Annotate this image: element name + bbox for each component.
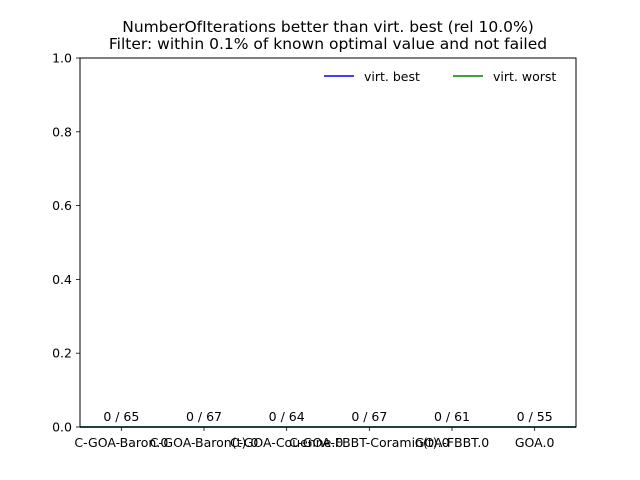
x-tick-label: C-GOA-Couenne.0 (230, 435, 343, 450)
y-tick-label: 0.4 (52, 272, 72, 287)
x-tick-label: GOA.0 (515, 435, 555, 450)
bar-value-label: 0 / 55 (517, 409, 553, 424)
legend: virt. best virt. worst (324, 69, 556, 84)
legend-label-virt-worst: virt. worst (493, 69, 556, 84)
x-tick-label: C-GOA-Baron(t).0 (150, 435, 259, 450)
bar-value-label: 0 / 67 (186, 409, 222, 424)
bar-value-label: 0 / 61 (434, 409, 470, 424)
x-tick-label: C-GOA-FBBT-Coramin(t).0 (289, 435, 450, 450)
bar-value-label: 0 / 67 (351, 409, 387, 424)
chart-title: NumberOfIterations better than virt. bes… (122, 18, 534, 36)
legend-label-virt-best: virt. best (364, 69, 420, 84)
y-tick-label: 0.2 (52, 346, 72, 361)
y-tick-label: 0.6 (52, 198, 72, 213)
axes-frame (79, 57, 577, 428)
y-tick-label: 1.0 (52, 51, 72, 66)
bar-value-label: 0 / 64 (269, 409, 305, 424)
plot-area: 0.0 0.2 0.4 0.6 0.8 1.0 C-GOA-Baron.0 0 / 65 C-G… (52, 51, 577, 450)
y-tick-label: 0.8 (52, 124, 72, 139)
x-tick-label: C-GOA-Baron.0 (74, 435, 168, 450)
x-tick-label: GOA-FBBT.0 (415, 435, 490, 450)
bar-value-label: 0 / 65 (103, 409, 139, 424)
y-tick-label: 0.0 (52, 420, 72, 435)
chart-subtitle: Filter: within 0.1% of known optimal val… (109, 35, 547, 53)
